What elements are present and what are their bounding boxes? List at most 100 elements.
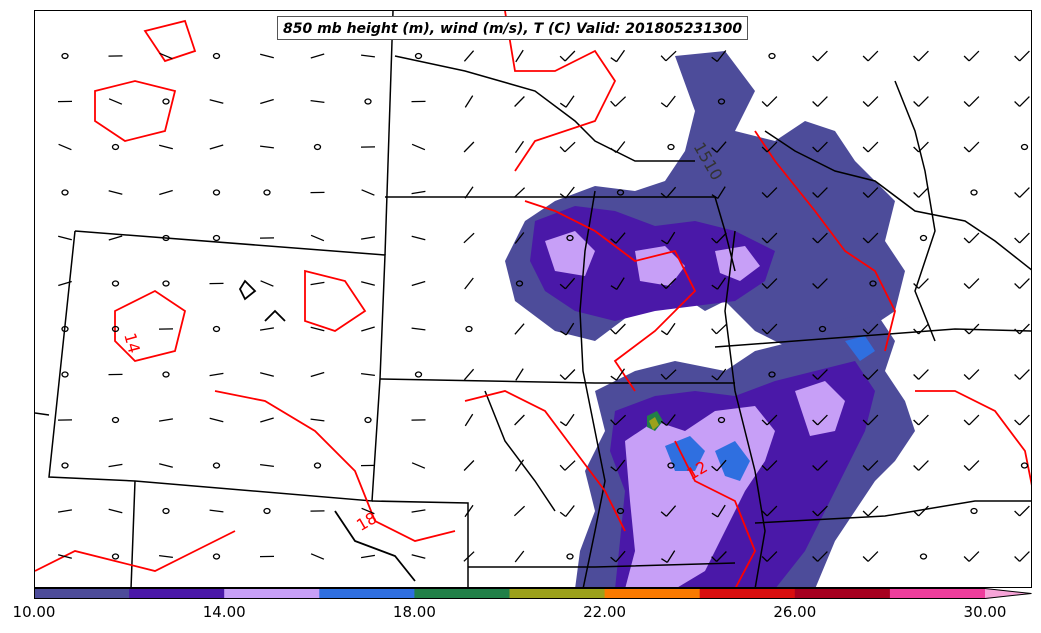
colorbar-segment <box>34 588 130 599</box>
calm-marker <box>212 553 221 560</box>
calm-marker <box>717 416 726 424</box>
wind-barb <box>310 326 325 332</box>
isotherm <box>304 269 367 332</box>
wind-barb <box>513 505 526 517</box>
wind-barb <box>209 509 224 513</box>
wind-barb <box>310 418 325 422</box>
wind-barb <box>711 459 727 472</box>
wind-barb <box>660 95 676 108</box>
wind-barb <box>463 368 475 381</box>
wind-barb <box>464 413 474 427</box>
wind-barb <box>1014 96 1030 107</box>
boundary-line <box>371 500 469 587</box>
calm-marker <box>1020 143 1029 151</box>
wind-barb <box>1014 369 1030 380</box>
boundary-line <box>384 11 394 256</box>
wind-barb <box>260 98 274 105</box>
wind-barb <box>559 413 575 427</box>
wind-barb <box>159 554 173 559</box>
wind-barb <box>260 280 274 287</box>
river-line <box>484 390 556 512</box>
boundary-line <box>379 378 735 384</box>
wind-barb <box>260 417 274 423</box>
isotherm <box>35 530 236 572</box>
wind-barb <box>514 323 525 335</box>
wind-barb <box>108 98 123 105</box>
calm-marker <box>919 553 928 560</box>
wind-barb <box>862 96 879 107</box>
colorbar-outline <box>34 588 1032 599</box>
calm-marker <box>818 325 827 333</box>
colorbar-segment <box>699 588 796 599</box>
wind-barb <box>711 277 727 290</box>
calm-marker <box>212 189 221 196</box>
wind-barb <box>761 323 778 335</box>
calm-marker <box>919 234 928 242</box>
wind-barb <box>463 232 475 244</box>
calm-marker <box>364 98 372 105</box>
wind-barb <box>761 141 778 153</box>
height-contours <box>238 279 416 582</box>
temp-contour-label: 18 <box>353 508 380 535</box>
wind-barb <box>812 141 828 153</box>
colorbar-tick-label: 30.00 <box>963 603 1007 621</box>
wind-barb <box>310 53 325 59</box>
colorbar-segment <box>509 588 606 599</box>
colorbar-segment <box>604 588 701 599</box>
map-panel: 1510 14 18 12 <box>34 10 1032 588</box>
wind-barb <box>360 236 376 240</box>
wind-barb <box>159 52 173 60</box>
wind-barb <box>761 232 778 244</box>
wind-barb <box>260 53 274 59</box>
colorbar-segment <box>794 588 891 599</box>
wind-barb <box>812 414 828 426</box>
calm-marker <box>162 507 170 515</box>
wind-barb <box>58 143 72 151</box>
wind-barb <box>610 459 626 472</box>
wind-barb <box>411 462 426 469</box>
map-title: 850 mb height (m), wind (m/s), T (C) Val… <box>277 16 749 40</box>
boundary-line <box>714 328 1031 348</box>
wind-barb <box>310 281 325 286</box>
wind-barb <box>464 277 474 290</box>
wind-barb <box>411 554 426 559</box>
wind-barb <box>514 140 525 154</box>
wind-barb <box>761 460 778 471</box>
calm-marker <box>616 189 625 196</box>
calm-marker <box>768 52 776 60</box>
calm-wind-markers <box>61 52 1029 560</box>
wind-barb <box>361 54 375 58</box>
calm-marker <box>667 143 675 151</box>
wind-barb <box>963 460 980 471</box>
wind-barb <box>1014 414 1030 426</box>
wind-barb <box>260 145 274 149</box>
wind-barb <box>963 96 980 107</box>
wind-barb <box>862 50 879 62</box>
wind-barb <box>963 141 980 153</box>
calm-marker <box>970 507 978 515</box>
precip-area-blue-south <box>665 336 875 481</box>
wind-barb <box>209 417 224 423</box>
wind-barb <box>963 323 980 335</box>
wind-barb <box>310 371 325 378</box>
wind-barb <box>260 372 274 377</box>
wind-barb <box>310 234 325 242</box>
wind-barb <box>913 187 929 198</box>
wind-barb <box>913 323 929 335</box>
calm-marker <box>313 462 322 469</box>
temperature-contours <box>35 11 1031 587</box>
calm-marker <box>667 462 675 469</box>
wind-barb <box>1014 278 1030 289</box>
wind-barb <box>862 232 879 244</box>
wind-barb <box>1014 50 1030 62</box>
wind-barb <box>963 278 980 289</box>
wind-barb <box>514 96 525 107</box>
wind-barb <box>862 369 879 380</box>
wind-barb <box>862 141 879 153</box>
wind-barb <box>108 190 123 195</box>
wind-barb <box>812 96 828 107</box>
wind-barb <box>159 189 173 196</box>
wind-barb <box>559 141 576 153</box>
wind-barb <box>514 459 525 472</box>
wind-barb <box>862 505 879 517</box>
